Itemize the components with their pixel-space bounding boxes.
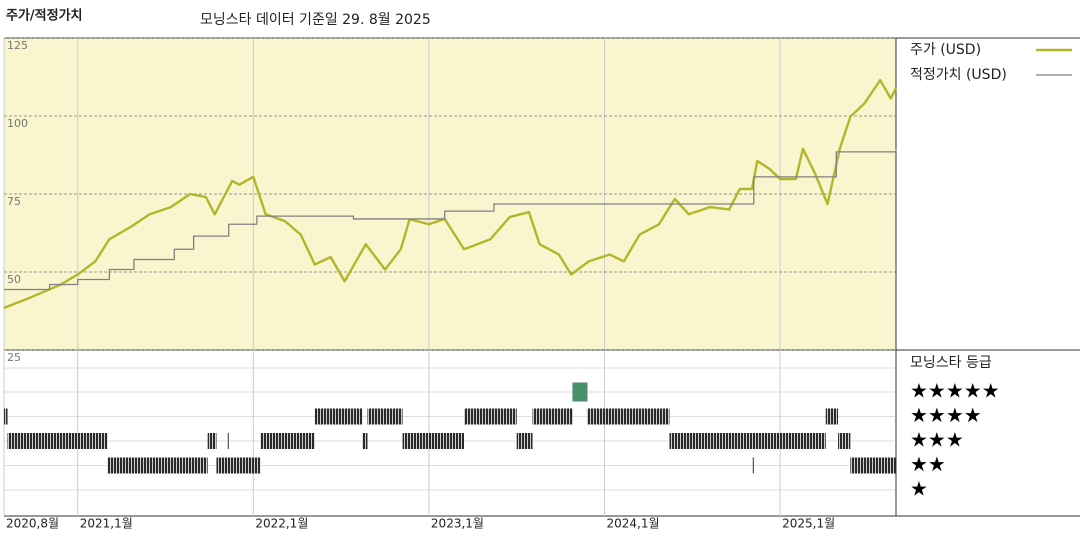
rating-title: 모닝스타 등급 xyxy=(910,355,992,371)
rating-bar xyxy=(752,457,754,474)
y-tick-label: 125 xyxy=(7,39,28,52)
y-tick-label: 100 xyxy=(7,117,28,130)
x-tick-label: 2020,8월 xyxy=(6,517,59,531)
series-line xyxy=(4,148,897,291)
rating-level-label: ★ xyxy=(910,477,928,501)
y-tick-label: 25 xyxy=(7,351,21,364)
x-tick-label: 2025,1월 xyxy=(782,517,835,531)
rating-bar xyxy=(516,433,533,449)
rating-level-label: ★★★ xyxy=(910,428,964,452)
chart-title: 주가/적정가치 xyxy=(6,8,83,24)
rating-bar xyxy=(216,457,261,474)
rating-bar xyxy=(7,433,108,449)
rating-bar xyxy=(207,433,217,449)
series-line xyxy=(3,78,898,309)
rating-bar xyxy=(669,433,826,449)
rating-bar xyxy=(464,408,517,425)
x-tick-label: 2023,1월 xyxy=(431,517,484,531)
rating-level-label: ★★ xyxy=(910,452,946,476)
chart-subtitle: 모닝스타 데이터 기준일 29. 8월 2025 xyxy=(200,12,431,28)
rating-bar xyxy=(260,433,315,449)
rating-bar xyxy=(572,382,588,402)
legend-label: 적정가치 (USD) xyxy=(910,67,1007,83)
rating-bar xyxy=(532,408,573,425)
rating-bar xyxy=(362,433,368,449)
x-tick-label: 2021,1월 xyxy=(80,517,133,531)
x-tick-label: 2024,1월 xyxy=(607,517,660,531)
rating-bar xyxy=(850,457,896,474)
y-tick-label: 50 xyxy=(7,273,21,286)
rating-level-label: ★★★★ xyxy=(910,403,982,427)
rating-bar xyxy=(314,408,363,425)
rating-level-label: ★★★★★ xyxy=(910,379,1000,403)
rating-bar xyxy=(825,408,839,425)
rating-bar xyxy=(586,408,670,425)
y-tick-label: 75 xyxy=(7,195,21,208)
rating-bar xyxy=(367,408,403,425)
legend-label: 주가 (USD) xyxy=(910,42,981,58)
rating-bar xyxy=(227,433,229,449)
rating-bar xyxy=(4,408,8,425)
rating-bar xyxy=(402,433,465,449)
x-tick-label: 2022,1월 xyxy=(255,517,308,531)
rating-bar xyxy=(838,433,851,449)
rating-bar xyxy=(107,457,208,474)
